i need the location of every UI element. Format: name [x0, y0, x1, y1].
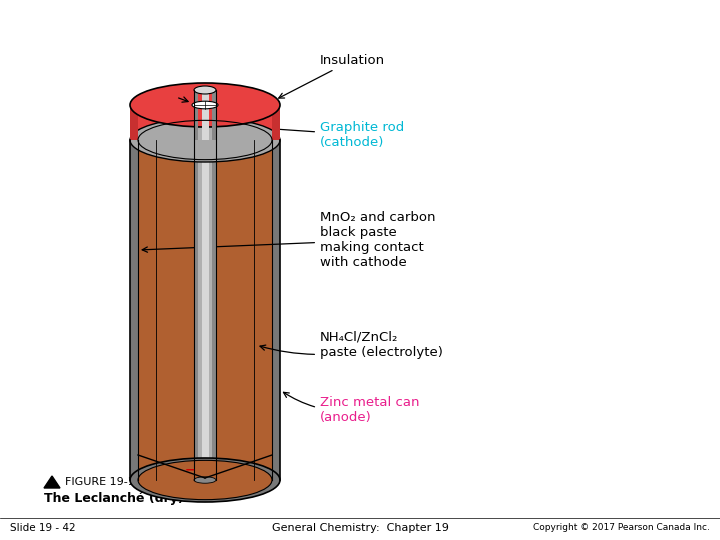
Bar — [130, 140, 280, 480]
Bar — [130, 140, 138, 480]
Text: Zinc metal can
(anode): Zinc metal can (anode) — [284, 393, 420, 424]
Bar — [194, 90, 216, 140]
Ellipse shape — [138, 460, 272, 500]
Ellipse shape — [194, 477, 216, 483]
Bar — [130, 105, 280, 140]
Bar — [202, 140, 209, 480]
Ellipse shape — [130, 83, 280, 127]
Bar — [194, 90, 198, 140]
Text: MnO₂ and carbon
black paste
making contact
with cathode: MnO₂ and carbon black paste making conta… — [142, 211, 436, 269]
Text: Insulation: Insulation — [279, 53, 385, 98]
Ellipse shape — [192, 101, 218, 109]
Bar — [138, 140, 272, 480]
Bar — [130, 105, 138, 140]
Bar — [202, 90, 209, 140]
Ellipse shape — [130, 458, 280, 502]
Text: −: − — [185, 464, 195, 477]
Bar — [272, 105, 280, 140]
Bar — [194, 140, 216, 480]
Text: Graphite rod
(cathode): Graphite rod (cathode) — [220, 121, 404, 149]
Bar — [212, 140, 216, 480]
Text: Slide 19 - 42: Slide 19 - 42 — [10, 523, 76, 533]
Text: NH₄Cl/ZnCl₂
paste (electrolyte): NH₄Cl/ZnCl₂ paste (electrolyte) — [260, 331, 443, 359]
Bar — [194, 140, 198, 480]
Polygon shape — [44, 476, 60, 488]
Text: FIGURE 19-14: FIGURE 19-14 — [65, 477, 142, 487]
Text: Copyright © 2017 Pearson Canada Inc.: Copyright © 2017 Pearson Canada Inc. — [533, 523, 710, 532]
Ellipse shape — [130, 118, 280, 162]
Bar — [272, 140, 280, 480]
Ellipse shape — [194, 86, 216, 94]
Text: General Chemistry:  Chapter 19: General Chemistry: Chapter 19 — [271, 523, 449, 533]
Text: The Leclanché (dry) cell: The Leclanché (dry) cell — [44, 492, 212, 505]
Bar — [212, 90, 216, 140]
